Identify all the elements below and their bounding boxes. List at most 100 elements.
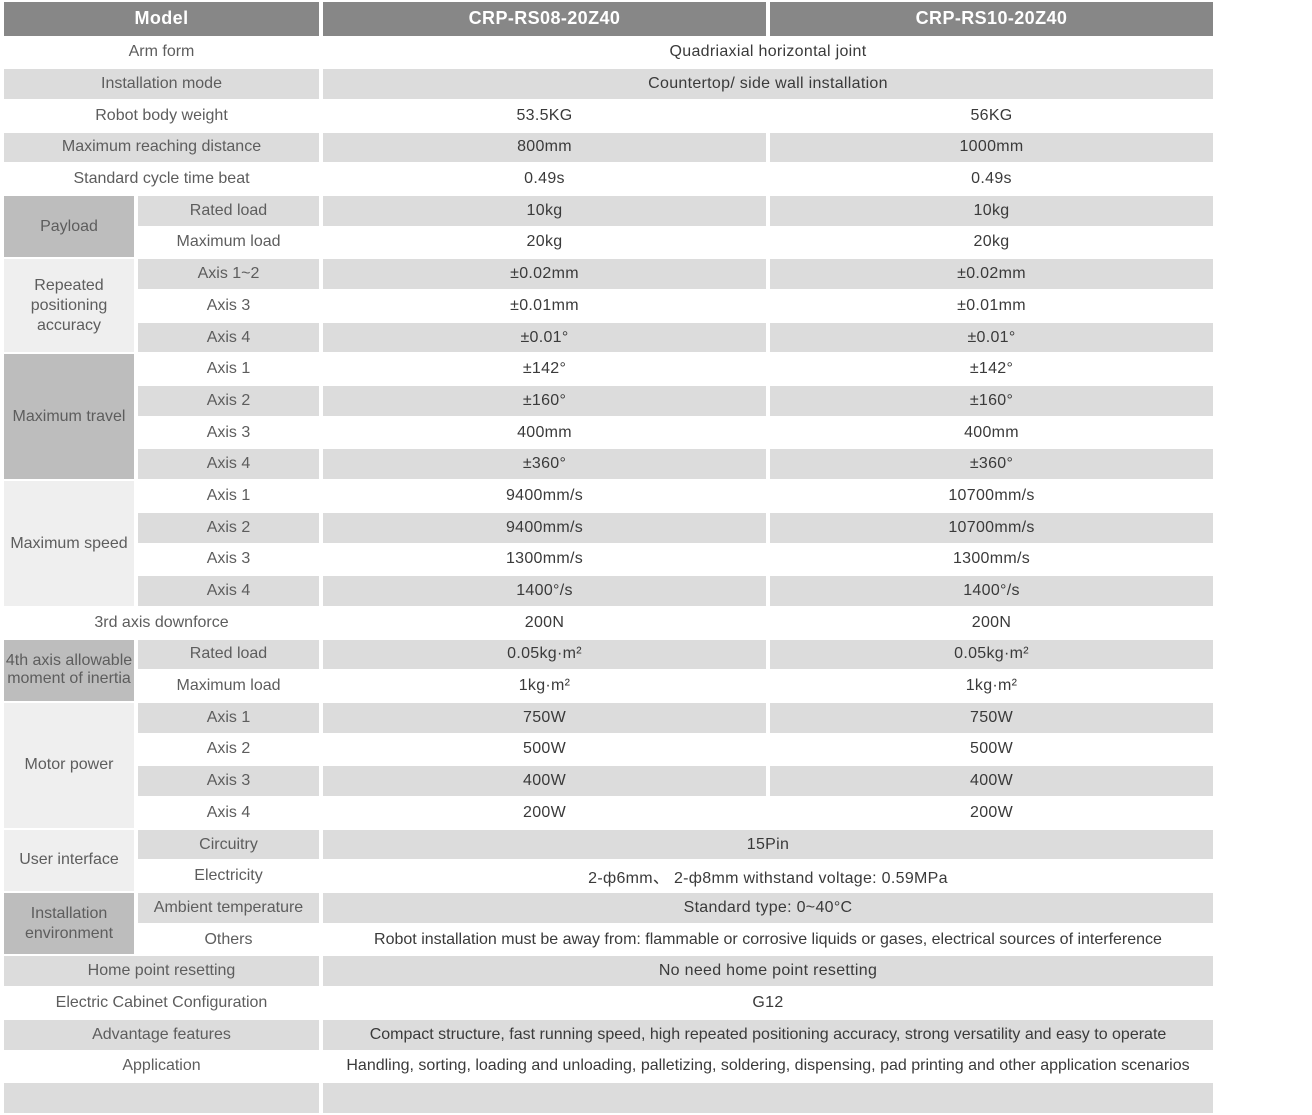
table-row: Home point resetting No need home point …	[4, 956, 1213, 987]
sub-label-ambient-temperature: Ambient temperature	[138, 893, 319, 923]
table-row-partial	[4, 1083, 1213, 1113]
table-row: Axis 3 ±0.01mm ±0.01mm	[4, 291, 1213, 321]
table-row: 4th axis allowable moment of inertia Rat…	[4, 639, 1213, 701]
sub-label-travel-1: Axis 2	[138, 386, 319, 416]
value-a-speed-3: 1400°/s	[323, 576, 766, 606]
value-electricity: 2-ф6mm、 2-ф8mm withstand voltage: 0.59MP…	[323, 861, 1213, 892]
table-row: Axis 2 500W 500W	[4, 734, 1213, 765]
row-label-max-reach: Maximum reaching distance	[4, 132, 319, 163]
value-b-motor-0: 750W	[770, 702, 1213, 733]
value-b-speed-1: 10700mm/s	[770, 512, 1213, 543]
table-row: Arm form Quadriaxial horizontal joint	[4, 37, 1213, 68]
value-ambient-temperature: Standard type: 0~40°C	[323, 893, 1213, 923]
value-b-motor-3: 200W	[770, 798, 1213, 828]
sub-label-others: Others	[138, 924, 319, 955]
sub-label-speed-1: Axis 2	[138, 512, 319, 543]
sub-label-circuitry: Circuitry	[138, 829, 319, 860]
value-b-speed-0: 10700mm/s	[770, 481, 1213, 511]
value-a-accuracy-0: ±0.02mm	[323, 259, 766, 289]
value-a-inertia-rated: 0.05kg·m²	[323, 639, 766, 670]
row-label-downforce: 3rd axis downforce	[4, 607, 319, 638]
table-row: Maximum load 20kg 20kg	[4, 227, 1213, 258]
row-label-cabinet: Electric Cabinet Configuration	[4, 988, 319, 1018]
table-row: Maximum travel Axis 1 ±142° ±142°	[4, 354, 1213, 480]
header-model: Model	[4, 2, 319, 36]
value-b-payload-rated: 10kg	[770, 195, 1213, 226]
sub-label-payload-max: Maximum load	[138, 227, 319, 258]
sub-label-travel-3: Axis 4	[138, 449, 319, 480]
group-label-inertia: 4th axis allowable moment of inertia	[4, 639, 134, 701]
value-installation-mode: Countertop/ side wall installation	[323, 69, 1213, 99]
value-a-downforce: 200N	[323, 607, 766, 638]
table-row: Repeated positioning accuracy Axis 1~2 ±…	[4, 259, 1213, 353]
value-b-motor-1: 500W	[770, 734, 1213, 765]
sub-label-speed-3: Axis 4	[138, 576, 319, 606]
value-a-speed-1: 9400mm/s	[323, 512, 766, 543]
table-row: Others Robot installation must be away f…	[4, 924, 1213, 955]
table-row: Axis 4 ±0.01° ±0.01°	[4, 322, 1213, 353]
sub-label-motor-1: Axis 2	[138, 734, 319, 765]
value-a-accuracy-2: ±0.01°	[323, 322, 766, 353]
group-label-accuracy: Repeated positioning accuracy	[4, 259, 134, 353]
value-b-travel-3: ±360°	[770, 449, 1213, 480]
value-arm-form: Quadriaxial horizontal joint	[323, 37, 1213, 68]
value-a-speed-0: 9400mm/s	[323, 481, 766, 511]
value-b-accuracy-0: ±0.02mm	[770, 259, 1213, 289]
sub-label-accuracy-0: Axis 1~2	[138, 259, 319, 289]
table-row: User interface Circuitry 15Pin	[4, 829, 1213, 892]
group-label-motor: Motor power	[4, 702, 134, 828]
partial-row-label-cell	[4, 1083, 319, 1113]
sub-label-speed-2: Axis 3	[138, 544, 319, 575]
value-a-max-reach: 800mm	[323, 132, 766, 163]
sub-label-motor-2: Axis 3	[138, 766, 319, 796]
group-label-user-interface: User interface	[4, 829, 134, 892]
sub-label-inertia-max: Maximum load	[138, 671, 319, 701]
sub-label-motor-3: Axis 4	[138, 798, 319, 828]
header-model-b: CRP-RS10-20Z40	[770, 2, 1213, 36]
table-row: Advantage features Compact structure, fa…	[4, 1019, 1213, 1050]
table-row: Application Handling, sorting, loading a…	[4, 1051, 1213, 1082]
value-a-motor-1: 500W	[323, 734, 766, 765]
sub-label-inertia-rated: Rated load	[138, 639, 319, 670]
table-row: Installation environment Ambient tempera…	[4, 893, 1213, 955]
value-b-downforce: 200N	[770, 607, 1213, 638]
group-label-environment: Installation environment	[4, 893, 134, 955]
value-b-travel-1: ±160°	[770, 386, 1213, 416]
value-b-payload-max: 20kg	[770, 227, 1213, 258]
table-row: Axis 3 400W 400W	[4, 766, 1213, 796]
value-a-motor-3: 200W	[323, 798, 766, 828]
table-header-row: Model CRP-RS08-20Z40 CRP-RS10-20Z40	[4, 2, 1213, 36]
partial-row-value-cell	[323, 1083, 1213, 1113]
value-a-cycle-time: 0.49s	[323, 164, 766, 194]
value-advantage: Compact structure, fast running speed, h…	[323, 1019, 1213, 1050]
value-a-travel-3: ±360°	[323, 449, 766, 480]
value-a-travel-2: 400mm	[323, 417, 766, 448]
table-row: Payload Rated load 10kg 10kg	[4, 195, 1213, 258]
row-label-robot-body-weight: Robot body weight	[4, 100, 319, 131]
value-a-travel-1: ±160°	[323, 386, 766, 416]
value-cabinet: G12	[323, 988, 1213, 1018]
table-row: 3rd axis downforce 200N 200N	[4, 607, 1213, 638]
table-row: Standard cycle time beat 0.49s 0.49s	[4, 164, 1213, 194]
value-a-speed-2: 1300mm/s	[323, 544, 766, 575]
value-b-inertia-rated: 0.05kg·m²	[770, 639, 1213, 670]
value-b-travel-0: ±142°	[770, 354, 1213, 385]
value-b-speed-3: 1400°/s	[770, 576, 1213, 606]
table-row: Motor power Axis 1 750W 750W	[4, 702, 1213, 828]
table-row: Maximum reaching distance 800mm 1000mm	[4, 132, 1213, 163]
sub-label-travel-2: Axis 3	[138, 417, 319, 448]
table-row: Axis 4 200W 200W	[4, 798, 1213, 828]
table-row: Axis 2 9400mm/s 10700mm/s	[4, 512, 1213, 543]
value-a-motor-2: 400W	[323, 766, 766, 796]
sub-label-motor-0: Axis 1	[138, 702, 319, 733]
value-b-cycle-time: 0.49s	[770, 164, 1213, 194]
table-row: Electric Cabinet Configuration G12	[4, 988, 1213, 1018]
value-a-payload-max: 20kg	[323, 227, 766, 258]
spec-table: Model CRP-RS08-20Z40 CRP-RS10-20Z40 Arm …	[4, 2, 1213, 1113]
value-b-speed-2: 1300mm/s	[770, 544, 1213, 575]
value-circuitry: 15Pin	[323, 829, 1213, 860]
value-a-inertia-max: 1kg·m²	[323, 671, 766, 701]
group-label-payload: Payload	[4, 195, 134, 258]
row-label-home-reset: Home point resetting	[4, 956, 319, 987]
row-label-arm-form: Arm form	[4, 37, 319, 68]
